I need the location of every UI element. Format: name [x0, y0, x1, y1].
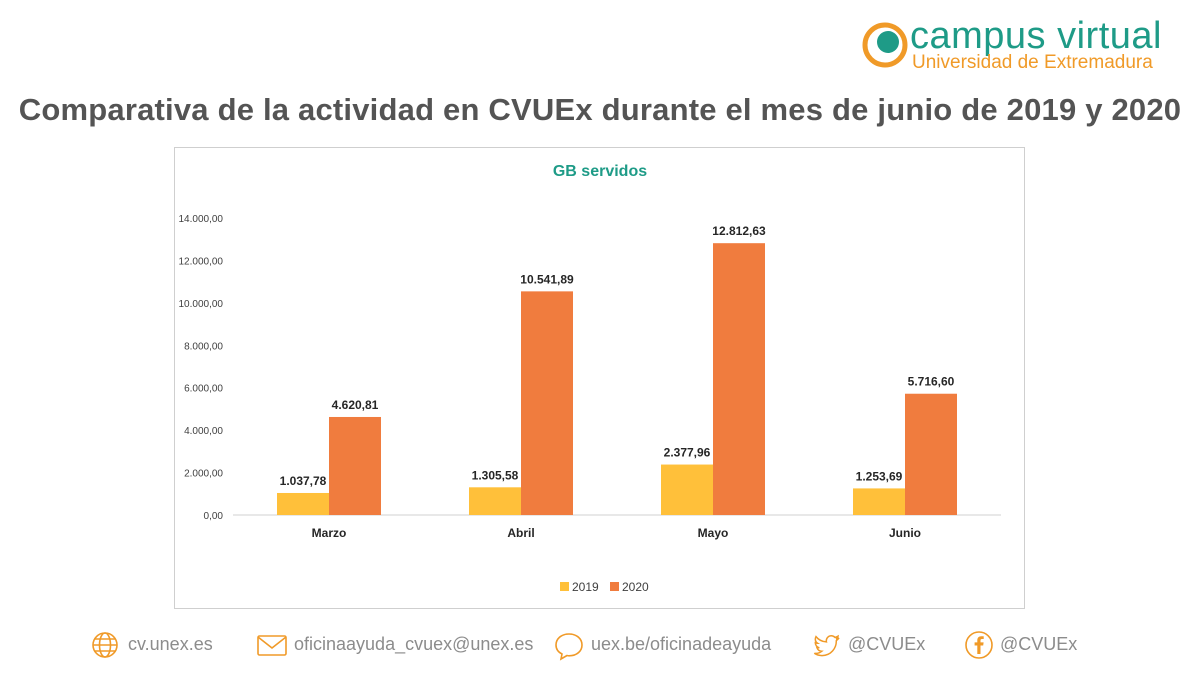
bar-chart: GB servidos 0,00 2.000,00 4.000,00 6.000,00 8…	[179, 163, 1001, 594]
brand-logo: campus virtual Universidad de Extremadur…	[862, 14, 1182, 76]
y-tick-label: 6.000,00	[184, 384, 223, 395]
bar-2020-mayo	[713, 243, 765, 515]
data-label: 2.377,96	[664, 446, 711, 460]
data-label: 1.253,69	[856, 469, 903, 483]
legend-swatch-2019	[560, 582, 569, 591]
data-label: 10.541,89	[520, 272, 574, 286]
data-label: 4.620,81	[332, 398, 379, 412]
data-label: 1.305,58	[472, 468, 519, 482]
campus-logo-icon	[862, 22, 908, 68]
y-tick-label: 12.000,00	[179, 256, 224, 267]
bar-2019-marzo	[277, 492, 329, 515]
bar-2019-mayo	[661, 464, 713, 515]
x-tick-label: Marzo	[312, 526, 347, 540]
data-label: 1.037,78	[280, 474, 327, 488]
twitter-icon	[813, 634, 840, 657]
footer-bar: cv.unex.es oficinaayuda_cvuex@unex.es ue…	[0, 628, 1200, 668]
x-tick-label: Abril	[507, 526, 534, 540]
y-tick-label: 0,00	[204, 511, 224, 522]
y-tick-label: 2.000,00	[184, 469, 223, 480]
footer-email-text: oficinaayuda_cvuex@unex.es	[294, 634, 534, 654]
footer-twitter-text: @CVUEx	[848, 634, 926, 654]
footer-facebook-text: @CVUEx	[1000, 634, 1078, 654]
y-tick-label: 8.000,00	[184, 341, 223, 352]
x-tick-label: Junio	[889, 526, 921, 540]
data-label: 12.812,63	[712, 224, 766, 238]
bar-2019-abril	[469, 487, 521, 515]
chat-icon	[555, 633, 583, 661]
globe-icon	[92, 632, 118, 658]
facebook-icon	[965, 631, 993, 659]
footer-web-text: cv.unex.es	[128, 634, 213, 654]
y-tick-label: 4.000,00	[184, 426, 223, 437]
bar-2019-junio	[853, 488, 905, 515]
chart-title: GB servidos	[553, 163, 647, 180]
y-tick-label: 10.000,00	[179, 299, 224, 310]
page-title: Comparativa de la actividad en CVUEx dur…	[18, 92, 1182, 127]
bar-2020-marzo	[329, 416, 381, 515]
chart-container: GB servidos 0,00 2.000,00 4.000,00 6.000,00 8…	[174, 147, 1025, 609]
y-tick-label: 14.000,00	[179, 214, 224, 225]
bar-2020-abril	[521, 291, 573, 515]
data-label: 5.716,60	[908, 375, 955, 389]
legend-label: 2020	[622, 580, 649, 594]
brand-title: campus virtual	[910, 15, 1162, 57]
mail-icon	[257, 635, 287, 656]
brand-subtitle: Universidad de Extremadura	[912, 52, 1153, 73]
footer-help-text: uex.be/oficinadeayuda	[591, 634, 772, 654]
x-tick-label: Mayo	[698, 526, 729, 540]
legend-swatch-2020	[610, 582, 619, 591]
bar-2020-junio	[905, 393, 957, 515]
legend-label: 2019	[572, 580, 599, 594]
